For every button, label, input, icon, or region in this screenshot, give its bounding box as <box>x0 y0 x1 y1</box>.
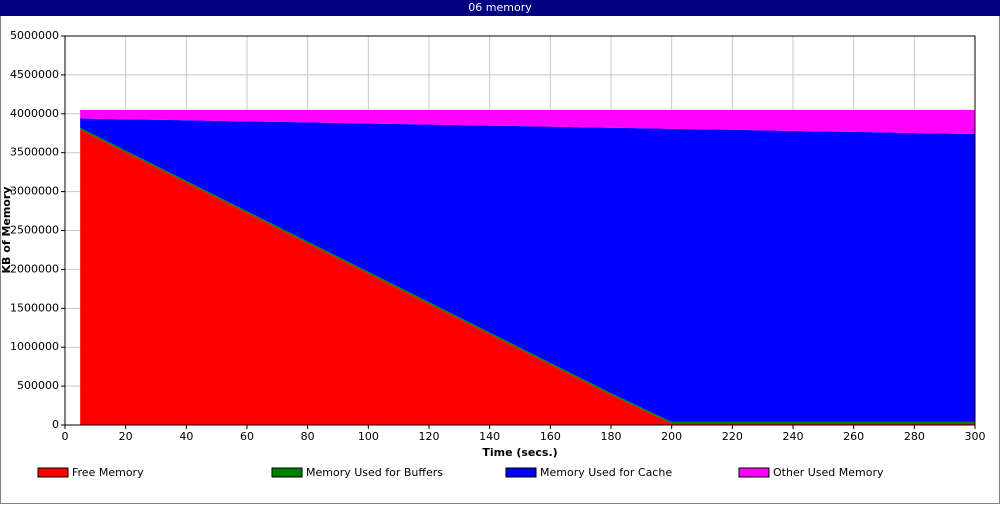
x-tick-label: 280 <box>904 430 925 443</box>
legend-label: Memory Used for Cache <box>540 466 672 479</box>
y-axis-label: KB of Memory <box>0 187 13 274</box>
x-tick-label: 260 <box>843 430 864 443</box>
y-tick-label: 0 <box>52 418 59 431</box>
x-tick-label: 100 <box>358 430 379 443</box>
legend-swatch <box>271 467 303 478</box>
x-tick-label: 80 <box>301 430 315 443</box>
x-tick-label: 120 <box>419 430 440 443</box>
area <box>80 109 975 135</box>
chart-title: 06 memory <box>468 1 532 14</box>
y-tick-label: 3500000 <box>10 146 59 159</box>
y-tick-label: 2000000 <box>10 262 59 275</box>
x-tick-label: 160 <box>540 430 561 443</box>
area <box>80 118 975 422</box>
x-tick-label: 220 <box>722 430 743 443</box>
legend-label: Free Memory <box>72 466 144 479</box>
x-tick-label: 140 <box>479 430 500 443</box>
x-axis-label: Time (secs.) <box>482 446 557 459</box>
y-tick-label: 5000000 <box>10 29 59 42</box>
x-tick-label: 60 <box>240 430 254 443</box>
y-tick-label: 500000 <box>17 379 59 392</box>
x-tick-label: 240 <box>783 430 804 443</box>
legend-label: Other Used Memory <box>773 466 884 479</box>
x-tick-label: 0 <box>62 430 69 443</box>
x-tick-label: 200 <box>661 430 682 443</box>
legend-swatch <box>505 467 537 478</box>
y-tick-label: 3000000 <box>10 185 59 198</box>
area <box>80 129 975 426</box>
x-tick-label: 180 <box>601 430 622 443</box>
legend-label: Memory Used for Buffers <box>306 466 443 479</box>
legend-swatch <box>37 467 69 478</box>
legend-swatch <box>738 467 770 478</box>
y-tick-label: 1500000 <box>10 301 59 314</box>
x-tick-label: 300 <box>965 430 986 443</box>
y-tick-label: 4500000 <box>10 68 59 81</box>
title-bar <box>0 0 1000 16</box>
y-tick-label: 4000000 <box>10 107 59 120</box>
x-tick-label: 20 <box>119 430 133 443</box>
y-tick-label: 1000000 <box>10 340 59 353</box>
x-tick-label: 40 <box>179 430 193 443</box>
y-tick-label: 2500000 <box>10 224 59 237</box>
